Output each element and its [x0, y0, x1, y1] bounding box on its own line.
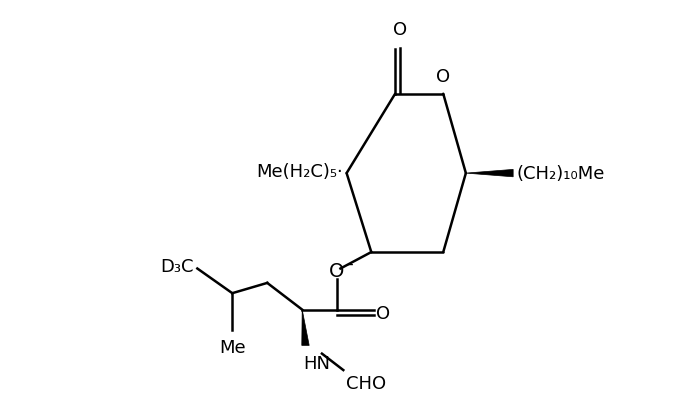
Text: –: –: [345, 256, 353, 271]
Text: O: O: [436, 68, 450, 85]
Text: (CH₂)₁₀Me: (CH₂)₁₀Me: [516, 165, 605, 183]
Polygon shape: [302, 310, 309, 346]
Text: O: O: [393, 21, 408, 39]
Polygon shape: [466, 170, 513, 177]
Text: O: O: [329, 261, 344, 280]
Text: O: O: [376, 304, 390, 322]
Text: D₃C: D₃C: [160, 258, 194, 276]
Text: Me(H₂C)₅·: Me(H₂C)₅·: [256, 163, 342, 180]
Text: Me: Me: [219, 339, 246, 356]
Text: CHO: CHO: [346, 374, 386, 392]
Text: HN: HN: [303, 354, 330, 372]
